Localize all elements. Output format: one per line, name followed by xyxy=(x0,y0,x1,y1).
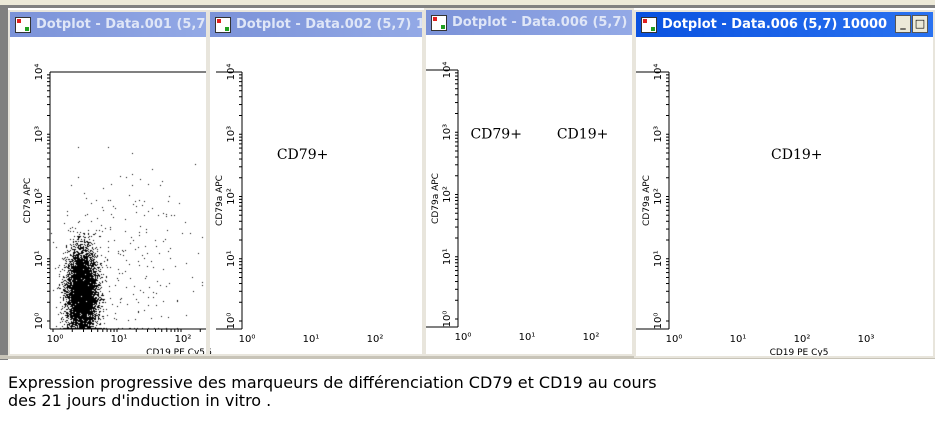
y-tick-label: 10³ xyxy=(226,126,237,143)
x-tick-label: 10¹ xyxy=(730,334,747,345)
population-annotation: CD19+ xyxy=(557,126,608,142)
x-tick-label: 10¹ xyxy=(303,334,320,345)
y-tick-label: 10² xyxy=(226,188,237,205)
mdi-background-left xyxy=(0,8,8,360)
population-annotation: CD79+ xyxy=(470,126,521,142)
x-tick-label: 10¹ xyxy=(519,332,536,343)
x-tick-label: 10⁰ xyxy=(239,334,256,345)
y-tick-label: 10² xyxy=(442,186,453,203)
y-tick-label: 10¹ xyxy=(34,250,45,267)
x-tick-label: 10² xyxy=(367,334,384,345)
x-tick-label: 10² xyxy=(175,334,192,345)
x-tick-label: 10⁰ xyxy=(47,334,64,345)
x-axis-label: CD19 PE Cy5 xyxy=(146,348,205,356)
y-axis-label: CD79a APC xyxy=(642,175,652,226)
scatter-points xyxy=(210,12,422,354)
y-tick-label: 10³ xyxy=(653,126,664,143)
mdi-background-bottom xyxy=(0,355,935,359)
y-tick-label: 10⁰ xyxy=(442,311,453,328)
x-tick-label: 10² xyxy=(583,332,600,343)
scatter-points xyxy=(636,12,933,356)
y-tick-label: 10¹ xyxy=(442,248,453,265)
y-tick-label: 10⁰ xyxy=(226,313,237,330)
y-tick-label: 10⁴ xyxy=(442,62,453,79)
y-axis-label: CD79a APC xyxy=(431,173,441,224)
plot-axes: 10⁰ 10¹ 10² 10³ 10⁴ 10⁰ 10¹ 10² 10³ CD79a APC CD19… xyxy=(636,64,875,358)
dotplot-window-1[interactable]: Dotplot - Data.001 (5,7) 3010⁰10¹10²10³1… xyxy=(8,10,208,356)
x-tick-label: 10³ xyxy=(858,334,875,345)
y-axis-label: CD79 APC xyxy=(23,178,33,223)
dotplot-window-4[interactable]: Dotplot - Data.006 (5,7) 10000_□10⁰10¹10… xyxy=(634,10,935,358)
x-tick-label: 10² xyxy=(794,334,811,345)
y-axis-label: CD79a APC xyxy=(215,175,225,226)
x-tick-label: 10⁰ xyxy=(666,334,683,345)
dotplot-window-3[interactable]: Dotplot - Data.006 (5,7) 100010⁰10¹10²10… xyxy=(424,8,634,356)
y-tick-label: 10¹ xyxy=(653,250,664,267)
y-tick-label: 10⁴ xyxy=(226,64,237,81)
population-annotation: CD19+ xyxy=(771,147,822,163)
y-tick-label: 10³ xyxy=(442,124,453,141)
scatter-points xyxy=(426,10,632,354)
x-axis-label: CD19 PE Cy5 xyxy=(770,348,829,358)
y-tick-label: 10² xyxy=(34,188,45,205)
caption-line-2: des 21 jours d'induction in vitro . xyxy=(8,391,272,410)
y-tick-label: 10⁴ xyxy=(653,64,664,81)
mdi-background xyxy=(0,5,935,8)
figure-caption: Expression progressive des marqueurs de … xyxy=(8,374,657,410)
x-tick-label: 10¹ xyxy=(111,334,128,345)
caption-line-1: Expression progressive des marqueurs de … xyxy=(8,373,657,392)
y-tick-label: 10² xyxy=(653,188,664,205)
desktop-strip xyxy=(0,0,935,5)
y-tick-label: 10⁰ xyxy=(34,313,45,330)
x-axis-label: CD19 PE Cy5 xyxy=(210,348,212,356)
dotplot-window-2[interactable]: Dotplot - Data.002 (5,7) 100010⁰10¹10²10… xyxy=(208,10,424,356)
x-tick-label: 10⁰ xyxy=(455,332,472,343)
scatter-points xyxy=(10,12,206,354)
y-tick-label: 10⁴ xyxy=(34,64,45,81)
population-annotation: CD79+ xyxy=(277,147,328,163)
y-tick-label: 10³ xyxy=(34,126,45,143)
y-tick-label: 10¹ xyxy=(226,250,237,267)
y-tick-label: 10⁰ xyxy=(653,313,664,330)
